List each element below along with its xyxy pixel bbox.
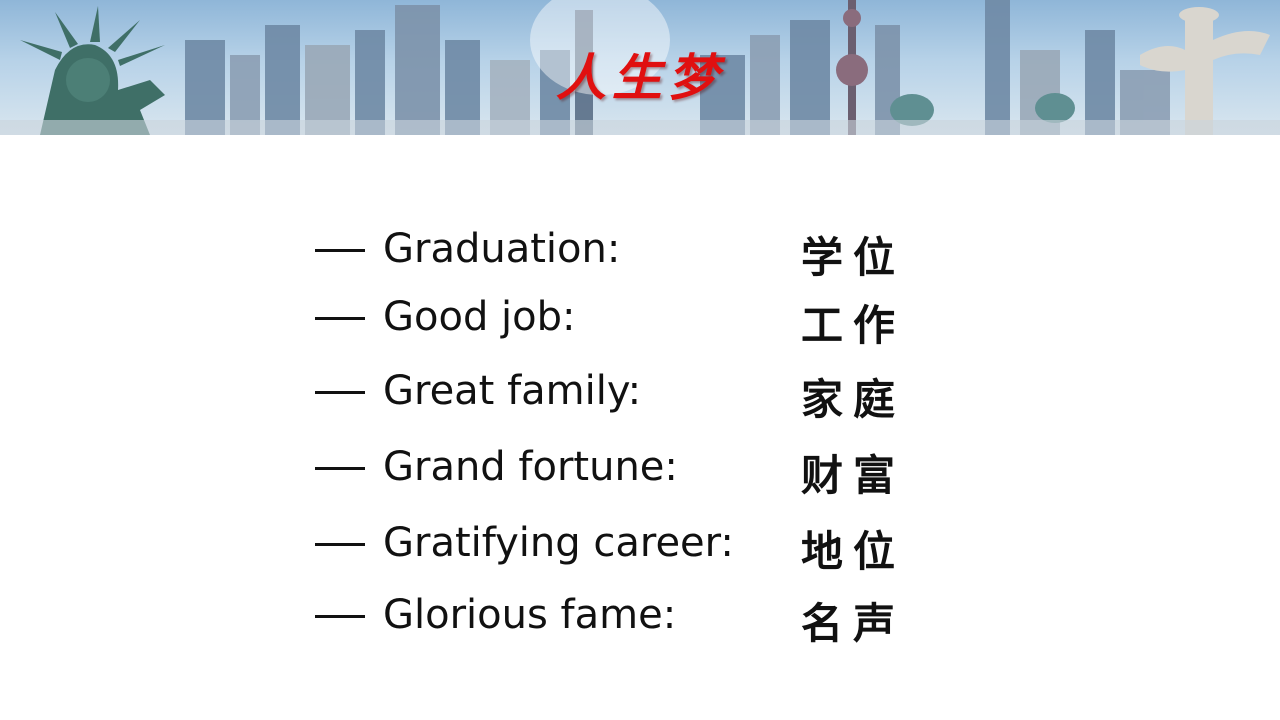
skyline-illustration	[0, 0, 1280, 135]
item-chinese: 地位	[801, 527, 906, 576]
huabiao-column-icon	[1140, 7, 1270, 135]
list-item: Grand fortune: 财富	[315, 440, 935, 500]
header-banner: 人生梦	[0, 0, 1280, 135]
dash-marker	[315, 543, 365, 546]
item-chinese: 工作	[801, 301, 906, 350]
statue-of-liberty-icon	[20, 6, 165, 135]
domes	[890, 93, 1075, 126]
item-english: Glorious fame:	[383, 592, 677, 638]
item-chinese: 学位	[801, 233, 906, 282]
dash-marker	[315, 615, 365, 618]
dash-marker	[315, 467, 365, 470]
list-item: Good job: 工作	[315, 290, 935, 350]
list-item: Glorious fame: 名声	[315, 588, 935, 648]
item-english: Graduation:	[383, 226, 621, 272]
list-item: Graduation: 学位	[315, 222, 935, 282]
item-english: Gratifying career:	[383, 520, 734, 566]
page-title: 人生梦	[556, 48, 724, 107]
item-chinese: 家庭	[801, 375, 906, 424]
list-item: Gratifying career: 地位	[315, 516, 935, 576]
dash-marker	[315, 317, 365, 320]
dash-marker	[315, 391, 365, 394]
dash-marker	[315, 249, 365, 252]
pearl-tower-icon	[836, 0, 868, 135]
item-english: Great family:	[383, 368, 642, 414]
item-english: Good job:	[383, 294, 576, 340]
item-chinese: 名声	[801, 599, 906, 648]
item-chinese: 财富	[801, 451, 906, 500]
item-english: Grand fortune:	[383, 444, 678, 490]
list-item: Great family: 家庭	[315, 364, 935, 424]
